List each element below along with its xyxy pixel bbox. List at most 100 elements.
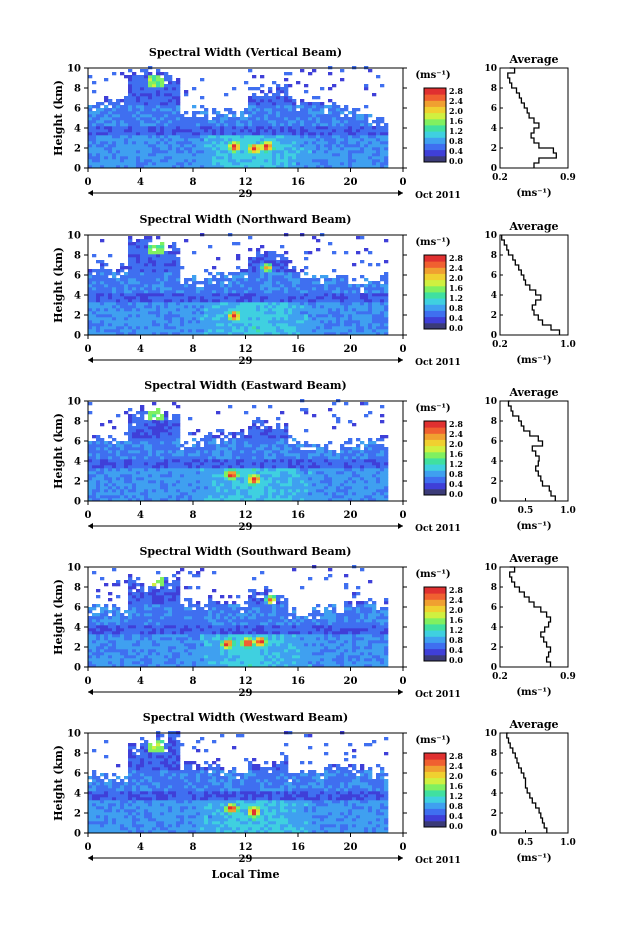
panel-3: Spectral Width (Eastward Beam)0246810Hei… [52,379,576,534]
profile-y-tick-label: 0 [491,829,497,839]
colorbar-swatch [424,796,446,803]
colorbar-swatch [424,464,446,471]
x-tick-label: 8 [190,344,197,355]
x-tick-label: 16 [291,676,305,687]
x-tick-label: 0 [400,344,407,355]
colorbar-swatch [424,458,446,465]
date-label: Oct 2011 [415,524,461,534]
colorbar-swatch [424,642,446,650]
colorbar-swatch [424,783,446,791]
profile-line [501,235,561,335]
profile-frame [499,732,569,834]
panel-title: Spectral Width (Vertical Beam) [149,46,342,59]
y-tick-label: 8 [74,251,81,262]
x-tick-label: 20 [344,510,358,521]
profile-y-tick-label: 0 [491,331,497,341]
day-label: 29 [239,356,253,367]
y-tick-label: 2 [74,809,81,820]
colorbar-swatch [424,765,446,772]
x-tick-label: 4 [137,842,144,853]
x-tick-label: 20 [344,676,358,687]
y-tick-label: 4 [74,789,81,800]
date-label: Oct 2011 [415,856,461,866]
profile-y-tick-label: 2 [491,477,497,487]
colorbar-swatch [424,273,446,281]
x-tick-label: 0 [85,510,92,521]
colorbar-swatch [424,149,446,157]
profile-y-tick-label: 10 [484,231,497,241]
day-arrow-left [88,689,93,695]
profile-x-tick-label: 0.9 [560,173,576,183]
colorbar-swatch [424,88,446,95]
profile-line [507,67,557,168]
colorbar-tick-label: 1.2 [449,791,463,801]
profile-y-tick-label: 6 [491,603,497,613]
colorbar-swatch [424,155,446,163]
colorbar-unit: (ms⁻¹) [415,70,450,81]
y-tick-label: 10 [67,563,81,574]
y-axis-label: Height (km) [52,579,65,655]
colorbar-swatch [424,310,446,318]
y-axis-label: Height (km) [52,80,65,156]
colorbar-swatch [424,488,446,496]
y-tick-label: 8 [74,84,81,95]
colorbar-swatch [424,427,446,434]
y-tick-label: 0 [74,164,81,175]
date-label: Oct 2011 [415,690,461,700]
x-tick-label: 12 [239,510,253,521]
y-tick-label: 2 [74,643,81,654]
colorbar-swatch [424,587,446,594]
y-tick-label: 6 [74,437,81,448]
y-tick-label: 6 [74,271,81,282]
day-arrow-right [398,855,403,861]
x-tick-label: 0 [85,177,92,188]
colorbar-swatch [424,298,446,305]
profile-y-tick-label: 2 [491,643,497,653]
colorbar-swatch [424,279,446,287]
colorbar-swatch [424,771,446,779]
colorbar-swatch [424,470,446,477]
y-tick-label: 8 [74,417,81,428]
colorbar-tick-label: 0.4 [449,313,463,323]
profile-y-tick-label: 10 [484,563,497,573]
colorbar-unit: (ms⁻¹) [415,403,450,414]
profile-y-tick-label: 2 [491,144,497,154]
profile-title: Average [508,718,558,731]
profile-y-tick-label: 4 [491,124,497,134]
colorbar-tick-label: 0.4 [449,479,463,489]
colorbar-swatch [424,322,446,330]
colorbar-swatch [424,433,446,440]
panel-4: Spectral Width (Southward Beam)0246810He… [52,545,576,700]
profile-y-tick-label: 6 [491,437,497,447]
heatmap-field [88,233,389,336]
y-axis-label: Height (km) [52,745,65,821]
x-tick-label: 20 [344,842,358,853]
colorbar-swatch [424,617,446,625]
y-tick-label: 0 [74,331,81,342]
heatmap-field [88,565,389,668]
date-label: Oct 2011 [415,191,461,201]
profile-y-tick-label: 8 [491,417,497,427]
x-tick-label: 8 [190,177,197,188]
colorbar-tick-label: 1.6 [449,781,463,791]
colorbar-swatch [424,599,446,606]
day-arrow-right [398,689,403,695]
colorbar-tick-label: 1.6 [449,449,463,459]
panel-1: Spectral Width (Vertical Beam)0246810Hei… [52,46,576,201]
y-tick-label: 10 [67,729,81,740]
profile-frame [499,234,569,336]
profile-title: Average [508,53,558,66]
profile-x-tick-label: 0.5 [518,506,534,516]
colorbar-tick-label: 2.4 [449,96,463,106]
colorbar-tick-label: 0.0 [449,156,463,166]
colorbar-swatch [424,605,446,613]
colorbar-swatch [424,802,446,809]
colorbar-swatch [424,759,446,766]
x-tick-label: 12 [239,177,253,188]
x-tick-label: 8 [190,842,197,853]
x-tick-label: 20 [344,177,358,188]
x-tick-label: 16 [291,344,305,355]
profile-y-tick-label: 10 [484,64,497,74]
day-arrow-left [88,357,93,363]
y-tick-label: 8 [74,583,81,594]
